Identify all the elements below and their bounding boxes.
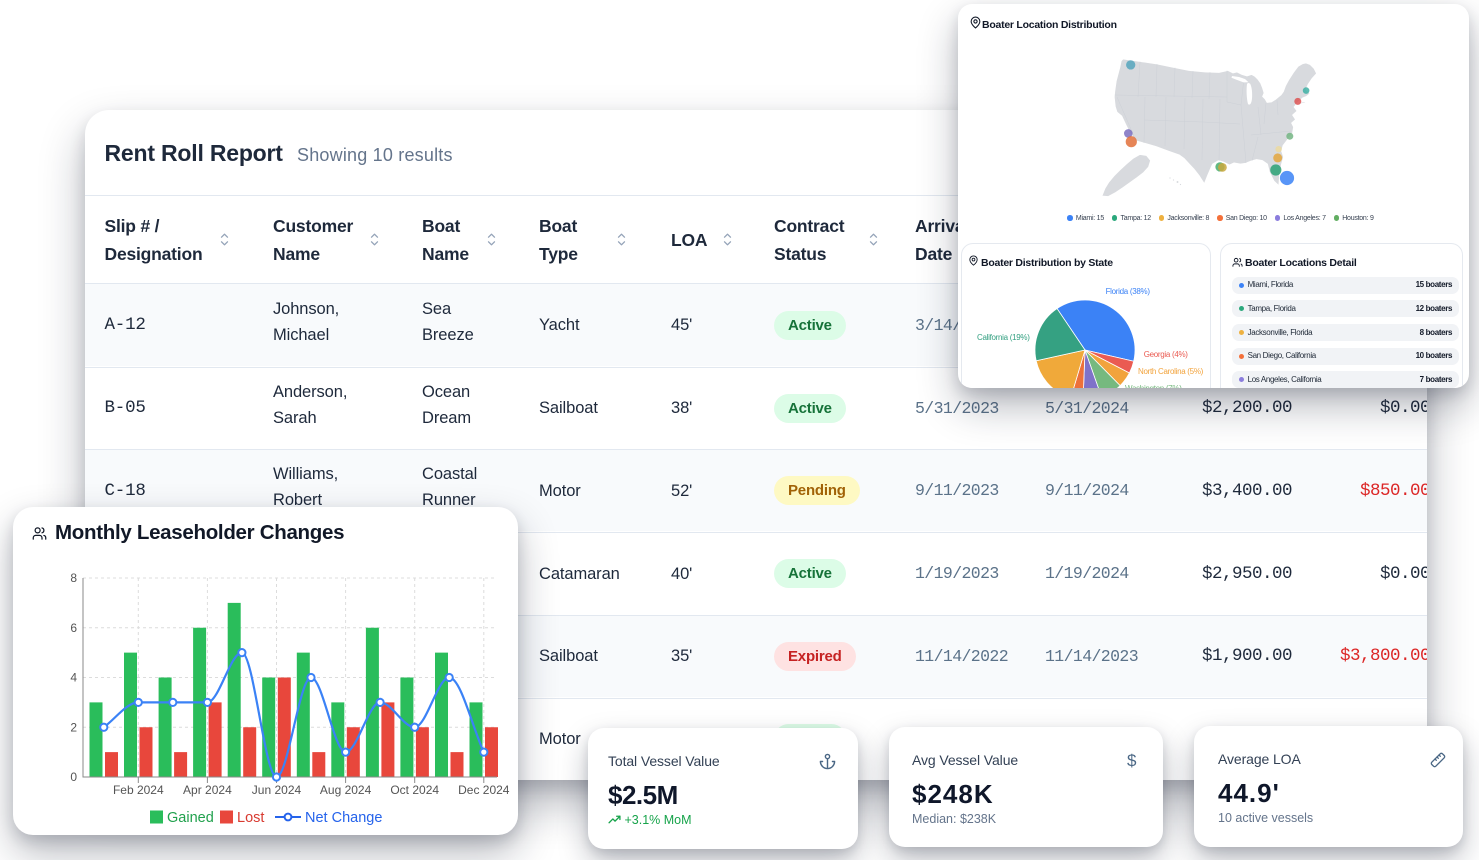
svg-text:0: 0: [70, 770, 77, 784]
svg-text:Oct 2024: Oct 2024: [390, 783, 439, 797]
svg-text:Apr 2024: Apr 2024: [183, 783, 232, 797]
svg-text:Jun 2024: Jun 2024: [252, 783, 302, 797]
svg-text:6: 6: [70, 621, 77, 635]
svg-text:Lost: Lost: [237, 810, 264, 826]
svg-text:4: 4: [70, 671, 77, 685]
svg-text:Net Change: Net Change: [305, 810, 382, 826]
svg-text:2: 2: [70, 720, 77, 734]
svg-text:Gained: Gained: [167, 810, 214, 826]
svg-text:Feb 2024: Feb 2024: [113, 783, 164, 797]
svg-text:8: 8: [70, 571, 77, 585]
svg-text:Dec 2024: Dec 2024: [458, 783, 510, 797]
svg-text:Aug 2024: Aug 2024: [320, 783, 372, 797]
